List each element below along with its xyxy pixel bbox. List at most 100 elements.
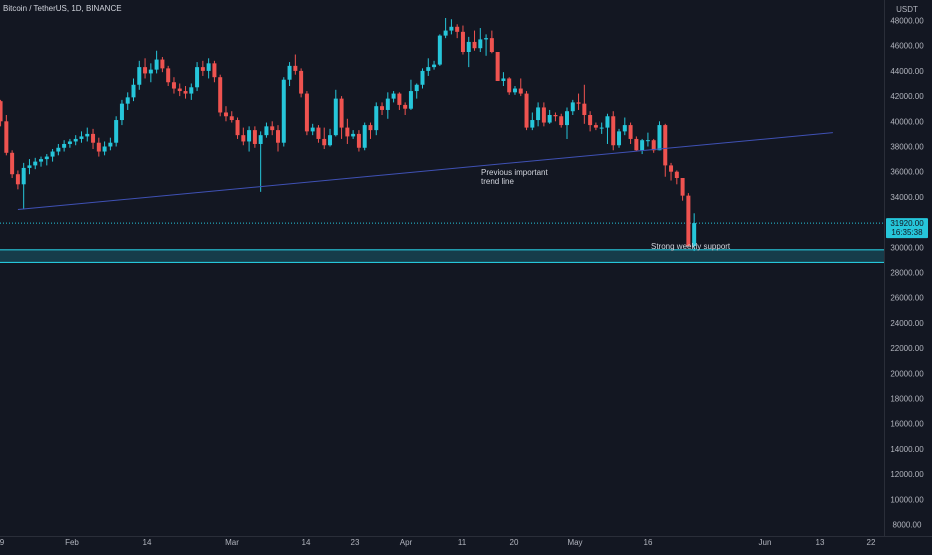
candle <box>131 78 136 102</box>
candle-body <box>276 130 280 143</box>
candle-body <box>119 103 124 121</box>
time-axis[interactable]: 9 Feb 14 Mar 14 23 Apr 11 20 May 16 13 Jun 22 <box>0 538 876 547</box>
candle <box>518 78 523 97</box>
candle <box>414 83 419 99</box>
candle <box>455 24 460 39</box>
candle-body <box>125 97 130 104</box>
candle <box>56 143 61 156</box>
candle <box>460 25 465 55</box>
candle <box>593 122 598 131</box>
candle <box>125 92 130 110</box>
candle <box>119 99 124 126</box>
candle-body <box>663 125 668 166</box>
candle-body <box>680 178 685 196</box>
price-tick-label: 12000.00 <box>890 470 924 479</box>
candle <box>403 102 408 115</box>
candle <box>189 83 194 100</box>
candle-body <box>414 84 419 92</box>
candle <box>339 96 344 139</box>
candle <box>137 60 142 90</box>
candle-body <box>73 138 78 142</box>
candle-body <box>281 79 286 143</box>
candle <box>374 102 379 136</box>
candle <box>206 58 211 79</box>
candle-body <box>692 223 697 247</box>
candle-body <box>137 67 142 85</box>
candle-body <box>565 111 569 126</box>
candle-body <box>39 159 44 162</box>
candle <box>634 136 639 152</box>
candle-body <box>328 135 333 146</box>
trend-line <box>17 132 833 210</box>
candle <box>171 77 176 94</box>
candle <box>264 122 269 138</box>
candle-body <box>15 174 20 185</box>
candle-body <box>536 107 541 121</box>
candle-body <box>356 133 361 148</box>
candle <box>247 126 252 152</box>
candle-body <box>247 130 252 142</box>
candle-body <box>657 125 662 151</box>
price-tick-label: 8000.00 <box>893 521 922 530</box>
candle <box>241 127 246 146</box>
candle <box>328 128 333 147</box>
candle <box>530 112 535 131</box>
candle-body <box>622 125 627 132</box>
candle-body <box>484 38 489 40</box>
candle-body <box>518 88 523 94</box>
candle <box>4 115 9 156</box>
candle-body <box>333 98 338 136</box>
candle-body <box>495 52 500 81</box>
support-note[interactable]: Strong weekly support <box>651 242 731 251</box>
candle <box>686 193 691 247</box>
candle <box>472 30 477 51</box>
candle-body <box>380 106 385 110</box>
candle-body <box>478 39 483 49</box>
candle-body <box>432 64 437 68</box>
candle <box>570 99 575 115</box>
candle-body <box>576 102 581 104</box>
candle-body <box>455 26 460 32</box>
candle <box>316 125 321 143</box>
price-axis[interactable]: USDT 48000.00 46000.00 44000.00 42000.00 400… <box>890 5 924 530</box>
candle <box>200 60 205 76</box>
candle <box>44 154 49 166</box>
candle-body <box>241 135 246 142</box>
candle <box>420 68 425 89</box>
price-tick-label: 40000.00 <box>890 117 924 126</box>
candle <box>62 140 67 152</box>
candle <box>391 91 396 103</box>
candle <box>102 141 107 156</box>
time-tick-label: 16 <box>644 538 653 547</box>
candle <box>333 89 338 137</box>
candle <box>512 86 517 95</box>
candle-body <box>345 127 350 137</box>
candle-body <box>403 104 408 109</box>
price-axis-currency: USDT <box>896 5 918 14</box>
candle-body <box>472 41 477 49</box>
candle <box>426 58 431 76</box>
trend-line-note-line1: Previous important <box>481 168 548 177</box>
candle-body <box>33 161 38 166</box>
price-tick-label: 34000.00 <box>890 193 924 202</box>
candle-body <box>166 68 171 83</box>
support-zone-layer <box>0 222 884 264</box>
candle-body <box>223 112 228 117</box>
candle <box>183 86 188 99</box>
candle <box>91 128 96 150</box>
candle <box>79 131 84 143</box>
candle <box>304 91 309 136</box>
drawings-layer <box>17 132 833 210</box>
candle <box>67 138 72 148</box>
candle <box>114 116 119 147</box>
trend-line-note[interactable]: Previous important trend line <box>481 168 548 186</box>
candle-body <box>56 147 61 152</box>
candle-body <box>547 115 552 123</box>
candle <box>39 156 44 167</box>
candle-body <box>160 59 165 69</box>
candle-body <box>570 102 575 112</box>
candle <box>657 121 662 151</box>
